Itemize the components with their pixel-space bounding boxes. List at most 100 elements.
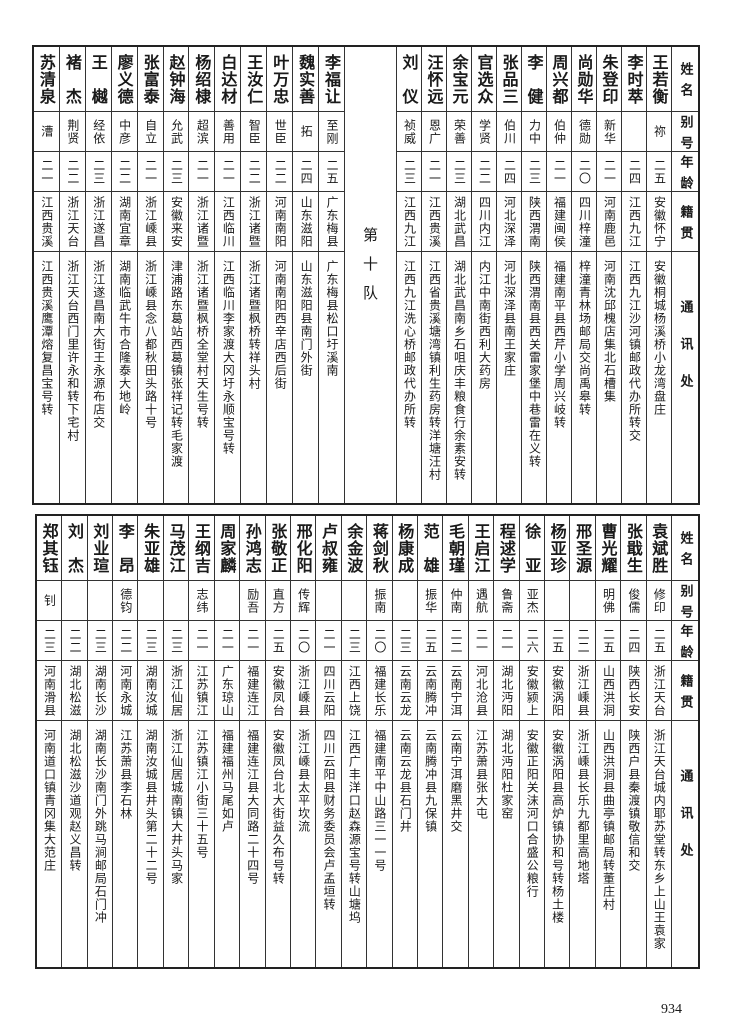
person-alias: 鲁斋 [499, 587, 514, 614]
person-age: 二四 [502, 158, 517, 185]
mailing-address-cell: 浙江仙居城南镇大井头马家 [164, 721, 188, 967]
alias-cell: 振南 [367, 581, 392, 621]
person-alias: 传辉 [296, 587, 311, 614]
person-mailing-address: 江西省贵溪塘湾镇利生药房转洋塘汪村 [427, 260, 442, 481]
person-column: 邢化阳 传辉 二〇 浙江嵊县 浙江嵊县太平坎流 [289, 516, 316, 967]
person-mailing-address: 河南南阳西辛店西后街 [273, 260, 288, 390]
person-age: 二二 [477, 158, 492, 185]
person-column: 刘仪 祯威 二三 江西九江 江西九江洗心桥邮政代办所转 [396, 47, 421, 503]
native-place-cell: 河南鹿邑 [597, 192, 621, 252]
person-alias: 振华 [423, 587, 438, 614]
person-native-place: 江西临川 [221, 195, 236, 248]
person-age: 二五 [550, 627, 565, 654]
person-name: 朱登印 [599, 53, 619, 105]
native-place-cell: 浙江诸暨 [241, 192, 267, 252]
person-mailing-address: 江苏萧县李石林 [118, 729, 133, 820]
age-cell: 二一 [189, 152, 215, 192]
person-alias: 遇航 [474, 587, 489, 614]
native-place-cell: 江西上饶 [341, 661, 367, 721]
native-place-cell: 江西九江 [622, 192, 646, 252]
alias-cell: 允武 [163, 112, 189, 152]
person-column: 余金波 二三 江西上饶 江西广丰洋口赵森源宝号转山塘坞 [340, 516, 367, 967]
person-native-place: 安徽怀宁 [652, 195, 667, 248]
person-age: 二四 [299, 158, 314, 185]
native-place-cell: 福建长乐 [367, 661, 392, 721]
person-alias: 伯川 [502, 118, 517, 145]
person-name: 李福让 [322, 53, 342, 105]
alias-cell: 伯仲 [547, 112, 571, 152]
age-cell: 二五 [544, 621, 570, 661]
person-alias: 漕 [39, 125, 54, 138]
alias-cell: 智臣 [241, 112, 267, 152]
native-place-cell: 陕西长安 [621, 661, 646, 721]
age-cell: 二一 [468, 621, 494, 661]
person-column: 张品三 伯川 二四 河北深泽 河北深泽县南王家庄 [496, 47, 521, 503]
name-cell: 尚勋华 [572, 47, 596, 112]
native-place-cell: 安徽涡阳 [544, 661, 570, 721]
mailing-address-cell: 安徽桐城杨溪桥小龙湾盘庄 [647, 252, 671, 503]
person-age: 二二 [65, 158, 80, 185]
name-cell: 廖义德 [111, 47, 137, 112]
person-native-place: 江西九江 [402, 195, 417, 248]
person-column: 李健 力中 二三 陕西渭南 陕西渭南县西关雷家堡中巷雷在义转 [521, 47, 546, 503]
person-mailing-address: 湖南汝城县井头第二十二号 [144, 729, 159, 885]
person-native-place: 浙江仙居 [169, 664, 184, 717]
person-column: 官选众 学贤 二二 四川内江 内江中南街西利大药房 [471, 47, 496, 503]
person-native-place: 河北沧县 [474, 664, 489, 717]
person-mailing-address: 江西临川李家渡大冈圩永顺宝号转 [221, 260, 236, 455]
person-alias: 修印 [652, 587, 667, 614]
name-cell: 郑其钰 [36, 516, 62, 581]
native-place-cell: 四川云阳 [316, 661, 341, 721]
name-cell: 范雄 [417, 516, 443, 581]
person-column: 李时萃 二四 江西九江 江西九江沙河镇邮政代办所转交 [621, 47, 646, 503]
mailing-address-cell: 云南云龙县石门井 [393, 721, 417, 967]
alias-cell: 直方 [265, 581, 290, 621]
roster-table-bottom: 姓名 别号 年龄 籍贯 通讯处 袁斌胜 修印 二五 浙江天台 浙江天台城内耶苏堂转东乡上山王袁家张… [35, 514, 700, 969]
person-column: 郑其钰钊二三 河南滑县 河南道口镇青冈集大范庄 [36, 516, 62, 967]
person-alias: 德勋 [577, 118, 592, 145]
mailing-address-cell: 内江中南街西利大药房 [472, 252, 496, 503]
age-cell: 二五 [265, 621, 290, 661]
person-mailing-address: 浙江仙居城南镇大井头马家 [169, 729, 184, 885]
name-cell: 张品三 [497, 47, 521, 112]
person-name: 徐亚 [522, 523, 542, 581]
person-column: 马茂江 二三 浙江仙居 浙江仙居城南镇大井头马家 [162, 516, 189, 967]
mailing-address-cell: 浙江诸暨枫桥全堂村天生号转 [189, 252, 214, 503]
native-place-cell: 安徽来安 [163, 192, 189, 252]
person-mailing-address: 浙江诸暨枫桥全堂村天生号转 [195, 260, 210, 429]
person-age: 二三 [398, 627, 413, 654]
alias-cell [214, 581, 240, 621]
person-native-place: 山西洪洞 [601, 664, 616, 717]
person-mailing-address: 内江中南街西利大药房 [477, 260, 492, 390]
person-name: 周兴都 [549, 53, 569, 105]
native-place-cell: 浙江嵊县 [137, 192, 163, 252]
person-name: 魏实善 [296, 53, 316, 105]
person-name: 王启江 [471, 522, 491, 574]
alias-cell: 至刚 [319, 112, 344, 152]
alias-cell [341, 581, 367, 621]
person-age: 二五 [652, 627, 667, 654]
person-age: 二六 [525, 627, 540, 654]
name-cell: 王汝仁 [241, 47, 267, 112]
alias-cell: 荣善 [447, 112, 471, 152]
person-name: 王纲吉 [191, 522, 211, 574]
age-cell: 二二 [472, 152, 496, 192]
age-cell: 二一 [189, 621, 214, 661]
age-cell: 二二 [111, 152, 137, 192]
header-cell: 籍贯 [672, 661, 698, 721]
person-age: 二三 [91, 158, 106, 185]
person-native-place: 河南滑县 [42, 664, 57, 717]
person-column: 程逑学 鲁斋 二一 湖北沔阳 湖北沔阳杜家窑 [493, 516, 519, 967]
mailing-address-cell: 云南宁洱磨黑井交 [443, 721, 467, 967]
person-age: 二二 [118, 627, 133, 654]
age-cell: 二一 [494, 621, 519, 661]
name-cell: 魏实善 [293, 47, 319, 112]
person-name: 程逑学 [496, 522, 516, 574]
name-cell: 李昂 [113, 516, 138, 581]
mailing-address-cell: 梓潼青林场邮局交尚禹皋转 [572, 252, 596, 503]
person-alias: 明佛 [601, 587, 616, 614]
age-cell: 二五 [595, 621, 621, 661]
person-mailing-address: 安徽凤台北大街益久布号转 [271, 729, 286, 885]
header-cell: 别号 [672, 581, 698, 621]
person-name: 范雄 [420, 523, 440, 581]
